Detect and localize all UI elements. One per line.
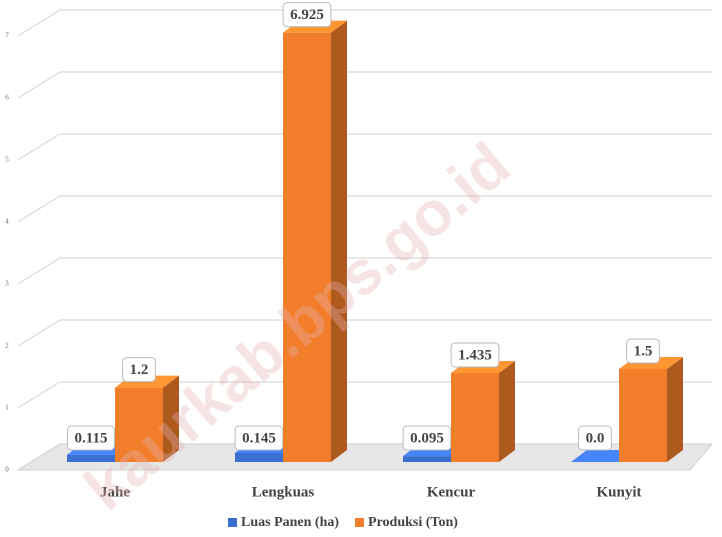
data-label-text: 1.2 — [130, 362, 149, 378]
y-tick-label: 1 — [5, 404, 9, 412]
y-tick-label: 6 — [5, 94, 9, 102]
y-tick-label: 3 — [5, 280, 9, 288]
grid-line — [17, 71, 712, 99]
data-label-box — [234, 425, 284, 451]
data-label: 6.925 — [282, 2, 332, 28]
bar — [67, 454, 115, 462]
data-label-box — [402, 425, 452, 451]
data-label-text: 0.145 — [242, 430, 276, 446]
data-label-box — [282, 2, 332, 28]
bar — [619, 369, 667, 462]
legend-swatch — [355, 518, 365, 527]
data-label-text: 1.435 — [458, 347, 492, 363]
data-label-text: 6.925 — [290, 7, 324, 23]
y-tick-label: 0 — [5, 466, 9, 474]
data-label-text: 0.095 — [410, 430, 444, 446]
data-label-text: 1.5 — [634, 343, 653, 359]
data-label: 0.095 — [402, 425, 452, 451]
data-label: 1.5 — [626, 338, 660, 364]
grid-line — [17, 195, 712, 223]
grid-line — [17, 133, 712, 161]
legend: Luas Panen (ha) Produksi (Ton) — [228, 515, 458, 530]
legend-label: Produksi (Ton) — [368, 515, 458, 530]
x-tick-label: Kencur — [427, 484, 476, 500]
y-tick-label: 7 — [5, 32, 9, 40]
legend-swatch — [228, 518, 237, 527]
y-tick-label: 4 — [5, 218, 9, 226]
x-tick-label: Lengkuas — [252, 484, 315, 500]
grid-line — [17, 319, 712, 347]
data-label: 1.435 — [450, 342, 500, 368]
data-label-box — [122, 357, 156, 383]
data-label-box — [450, 342, 500, 368]
bar — [115, 387, 163, 462]
bar — [403, 456, 451, 462]
data-label: 1.2 — [122, 357, 156, 383]
bar — [283, 32, 331, 463]
data-label-box — [626, 338, 660, 364]
grid-line — [17, 257, 712, 285]
data-label-text: 0.0 — [586, 430, 605, 446]
data-label: 0.115 — [67, 425, 115, 451]
y-tick-label: 2 — [5, 342, 9, 350]
bar-side — [499, 361, 515, 462]
y-tick-label: 5 — [5, 156, 9, 164]
bar-side — [163, 375, 179, 462]
x-tick-label: Kunyit — [596, 484, 641, 500]
data-label: 0.145 — [234, 425, 284, 451]
bar — [235, 453, 283, 462]
grid-line — [17, 9, 712, 37]
data-label-box — [67, 425, 115, 451]
data-label-text: 0.115 — [75, 430, 108, 446]
bar — [451, 373, 499, 462]
data-label: 0.0 — [578, 425, 612, 451]
x-tick-label: Jahe — [100, 484, 130, 500]
data-label-box — [578, 425, 612, 451]
legend-label: Luas Panen (ha) — [241, 515, 339, 530]
bar-side — [667, 357, 683, 462]
bar-side — [331, 20, 347, 463]
